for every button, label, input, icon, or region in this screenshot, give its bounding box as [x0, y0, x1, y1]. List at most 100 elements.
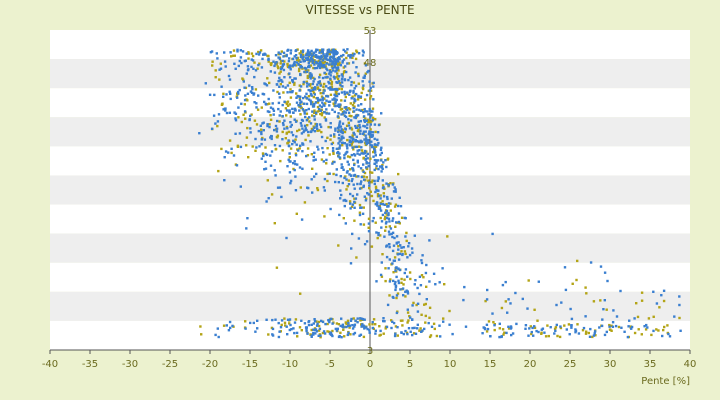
data-point [533, 308, 536, 311]
data-point [501, 283, 505, 287]
data-point [367, 141, 370, 144]
data-point [232, 154, 236, 157]
data-point [327, 87, 330, 90]
data-point [321, 111, 324, 115]
data-point [356, 124, 360, 128]
data-point [298, 59, 301, 62]
data-point [286, 333, 289, 336]
data-point [521, 297, 524, 301]
data-point [268, 81, 271, 85]
data-point [329, 59, 332, 62]
data-point [305, 119, 309, 122]
data-point [498, 327, 501, 330]
data-point [254, 88, 258, 91]
data-point [345, 56, 348, 60]
data-point [289, 182, 292, 185]
data-point [284, 107, 288, 110]
data-point [325, 67, 328, 70]
data-point [214, 69, 217, 72]
data-point [486, 327, 490, 331]
data-point [388, 245, 391, 249]
data-point [295, 331, 299, 335]
data-point [326, 147, 329, 150]
data-point [412, 332, 416, 335]
data-point [361, 318, 365, 321]
data-point [335, 173, 338, 177]
data-point [643, 325, 646, 328]
data-point [367, 69, 370, 73]
data-point [394, 284, 398, 287]
data-point [394, 288, 397, 292]
data-point [353, 325, 356, 328]
data-point [498, 335, 501, 339]
data-point [311, 128, 315, 132]
data-point [509, 327, 513, 330]
data-point [303, 201, 307, 204]
data-point [364, 137, 368, 140]
data-point [428, 316, 431, 319]
data-point [540, 332, 543, 335]
data-point [372, 155, 375, 158]
data-point [400, 281, 403, 284]
data-point [307, 323, 311, 327]
data-point [392, 279, 395, 283]
data-point [305, 92, 308, 95]
data-point [319, 109, 323, 112]
data-point [343, 156, 346, 160]
data-point [266, 110, 270, 113]
data-point [334, 127, 337, 130]
data-point [336, 327, 339, 330]
data-point [546, 324, 549, 327]
data-point [292, 162, 295, 165]
data-point [338, 144, 342, 147]
data-point [245, 144, 248, 147]
data-point [347, 321, 350, 325]
data-point [278, 92, 281, 95]
data-point [346, 319, 350, 322]
data-point [340, 317, 343, 320]
data-point [318, 63, 321, 66]
data-point [380, 170, 383, 173]
data-point [374, 332, 377, 335]
data-point [346, 150, 349, 154]
data-point [369, 157, 372, 160]
data-point [295, 101, 299, 104]
data-point [383, 217, 386, 221]
data-point [323, 89, 326, 92]
data-point [363, 125, 367, 128]
data-point [536, 319, 539, 322]
data-point [448, 323, 451, 326]
data-point [280, 50, 283, 53]
data-point [369, 123, 372, 126]
data-point [298, 52, 301, 55]
data-point [319, 63, 323, 66]
data-point [342, 66, 345, 69]
data-point [338, 156, 342, 159]
data-point [348, 135, 351, 139]
data-point [655, 328, 658, 331]
data-point [370, 114, 373, 117]
data-point [395, 275, 398, 279]
data-point [362, 185, 365, 189]
data-point [391, 183, 395, 186]
data-point [358, 213, 362, 217]
data-point [318, 51, 321, 54]
data-point [294, 154, 298, 157]
data-point [294, 162, 297, 166]
data-point [419, 284, 423, 287]
data-point [359, 139, 362, 142]
data-point [537, 330, 540, 334]
data-point [314, 101, 317, 104]
data-point [222, 95, 225, 98]
data-point [371, 323, 374, 326]
data-point [294, 54, 298, 57]
data-point [301, 53, 305, 56]
data-point [229, 97, 232, 101]
data-point [348, 114, 351, 117]
data-point [347, 111, 351, 114]
data-point [381, 184, 385, 187]
data-point [289, 179, 293, 183]
data-point [362, 175, 366, 178]
data-point [286, 64, 289, 68]
data-point [321, 98, 325, 101]
